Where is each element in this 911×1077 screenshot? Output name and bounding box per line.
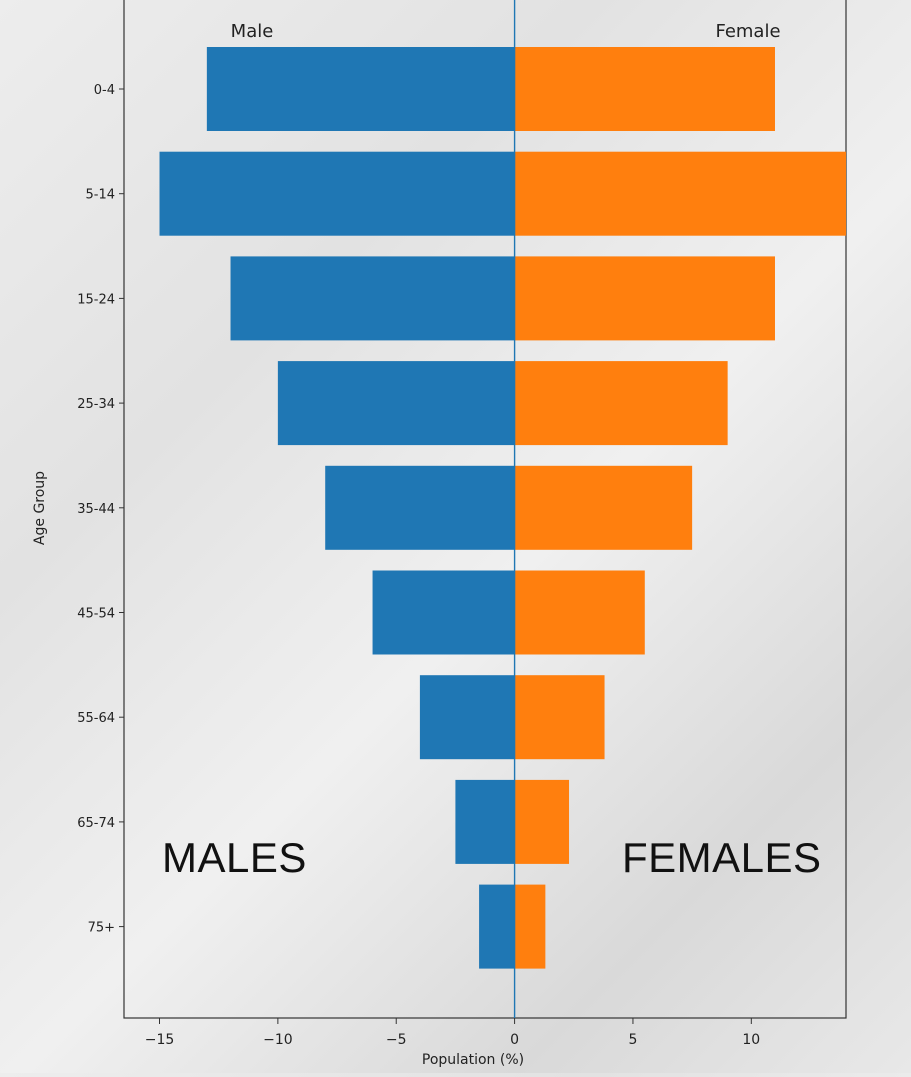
x-tick-label--5: −5	[386, 1032, 407, 1048]
x-tick-label-10: 10	[742, 1032, 760, 1048]
y-tick-label-45-54: 45-54	[77, 607, 115, 622]
male-bar-35-44	[325, 465, 515, 550]
y-tick-label-5-14: 5-14	[85, 188, 115, 203]
annotation-male: Male	[231, 21, 274, 42]
male-bar-15-24	[230, 256, 515, 341]
y-tick-label-15-24: 15-24	[77, 292, 115, 307]
female-bar-35-44	[514, 465, 693, 550]
y-tick-label-65-74: 65-74	[77, 816, 115, 831]
males-overlay-label: MALES	[162, 834, 307, 881]
male-bar-45-54	[372, 570, 515, 655]
male-bar-5-14	[159, 151, 515, 236]
x-axis-label: Population (%)	[422, 1052, 524, 1068]
x-tick-label-5: 5	[628, 1032, 637, 1048]
female-bar-55-64	[514, 675, 605, 760]
female-bar-65-74	[514, 779, 570, 864]
female-bar-45-54	[514, 570, 645, 655]
y-axis-label: Age Group	[32, 471, 48, 545]
female-bar-75+	[514, 884, 546, 969]
female-bar-0-4	[514, 47, 775, 131]
male-bar-25-34	[277, 361, 515, 446]
female-bar-15-24	[514, 256, 775, 341]
male-bar-75+	[479, 884, 515, 969]
female-bar-25-34	[514, 361, 728, 446]
y-tick-label-0-4: 0-4	[94, 83, 115, 98]
x-tick-label--15: −15	[145, 1032, 175, 1048]
x-tick-label-0: 0	[510, 1032, 519, 1048]
y-tick-label-55-64: 55-64	[77, 711, 115, 726]
female-bar-5-14	[514, 151, 846, 236]
male-bar-65-74	[455, 779, 515, 864]
y-tick-label-75+: 75+	[88, 921, 115, 936]
y-tick-label-25-34: 25-34	[77, 397, 115, 412]
x-tick-label--10: −10	[263, 1032, 293, 1048]
male-bar-55-64	[419, 675, 515, 760]
annotation-female: Female	[715, 21, 780, 42]
females-overlay-label: FEMALES	[622, 834, 822, 881]
male-bar-0-4	[206, 47, 515, 131]
y-tick-label-35-44: 35-44	[77, 502, 115, 517]
